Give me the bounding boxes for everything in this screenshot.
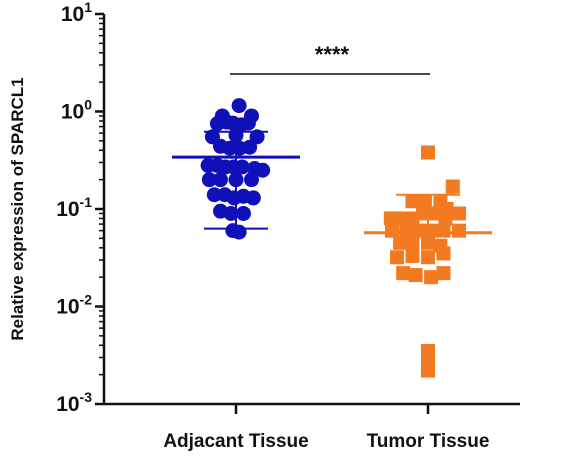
x-category-label: Tumor Tissue <box>367 431 490 452</box>
data-point <box>405 235 420 250</box>
data-point <box>452 223 466 238</box>
data-point <box>231 98 247 114</box>
y-tick-label: 10-3 <box>56 389 92 416</box>
x-category-label: Adjacant Tissue <box>163 431 308 452</box>
data-point <box>405 211 420 226</box>
data-point <box>223 205 239 221</box>
data-point <box>396 266 411 281</box>
data-point <box>255 162 271 178</box>
x-axis-ticks: Adjacant Tissue Tumor Tissue <box>163 404 489 452</box>
data-point <box>240 115 256 131</box>
significance-annotation: **** <box>230 42 430 75</box>
data-point <box>416 206 431 221</box>
y-axis-title: Relative expression of SPARCL1 <box>8 77 27 340</box>
data-point <box>390 250 404 265</box>
data-point <box>436 246 451 261</box>
y-tick-label: 100 <box>61 97 92 124</box>
data-point <box>436 223 451 238</box>
data-point <box>385 223 400 238</box>
data-point <box>399 223 414 238</box>
data-point <box>201 172 217 188</box>
data-point <box>445 179 460 194</box>
data-point <box>249 129 265 145</box>
data-point <box>213 172 228 188</box>
data-point <box>242 139 258 155</box>
data-point <box>417 194 432 209</box>
y-tick-label: 101 <box>61 0 92 26</box>
y-axis-ticks: 101 100 10-1 10-2 10-3 <box>56 0 104 416</box>
data-point <box>245 190 261 206</box>
y-tick-label: 10-2 <box>56 292 92 319</box>
data-point <box>235 205 251 221</box>
data-point <box>411 223 426 238</box>
data-point <box>421 363 435 378</box>
data-point <box>393 235 408 250</box>
data-point <box>421 343 435 358</box>
data-point <box>421 250 435 265</box>
data-point <box>424 270 439 285</box>
data-point <box>452 206 466 221</box>
data-point <box>244 172 259 188</box>
x-axis: Adjacant Tissue Tumor Tissue <box>104 402 520 452</box>
data-point <box>427 206 442 221</box>
data-point <box>393 211 408 226</box>
significance-label: **** <box>315 42 350 67</box>
data-point <box>436 266 451 281</box>
data-point <box>405 194 420 209</box>
data-points <box>200 98 466 378</box>
data-point <box>438 211 453 226</box>
y-tick-label: 10-1 <box>56 194 92 221</box>
data-point <box>424 223 439 238</box>
data-point <box>231 224 247 240</box>
data-point <box>408 268 423 283</box>
data-point <box>234 159 250 175</box>
summary-lines <box>172 130 492 235</box>
data-point <box>405 248 420 263</box>
data-point <box>206 187 222 203</box>
data-point <box>421 145 435 160</box>
data-point <box>421 235 435 250</box>
y-axis: 101 100 10-1 10-2 10-3 <box>56 0 106 416</box>
